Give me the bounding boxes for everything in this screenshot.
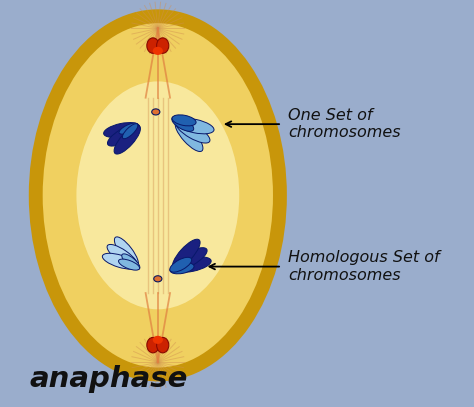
Ellipse shape bbox=[175, 121, 203, 151]
Ellipse shape bbox=[147, 38, 159, 53]
Ellipse shape bbox=[173, 239, 200, 269]
Ellipse shape bbox=[122, 254, 140, 269]
Ellipse shape bbox=[118, 259, 140, 270]
Ellipse shape bbox=[156, 38, 169, 53]
Ellipse shape bbox=[114, 237, 138, 267]
Ellipse shape bbox=[173, 257, 211, 272]
Ellipse shape bbox=[147, 337, 159, 353]
Text: Homologous Set of
chromosomes: Homologous Set of chromosomes bbox=[288, 250, 440, 283]
Ellipse shape bbox=[156, 337, 169, 353]
Ellipse shape bbox=[122, 124, 138, 139]
Ellipse shape bbox=[104, 123, 139, 138]
Ellipse shape bbox=[176, 118, 214, 134]
Ellipse shape bbox=[170, 257, 191, 272]
Text: One Set of
chromosomes: One Set of chromosomes bbox=[288, 108, 401, 140]
Ellipse shape bbox=[102, 253, 137, 269]
Ellipse shape bbox=[153, 336, 163, 344]
Ellipse shape bbox=[152, 109, 160, 115]
Ellipse shape bbox=[176, 120, 210, 143]
Ellipse shape bbox=[154, 276, 162, 282]
Text: anaphase: anaphase bbox=[30, 365, 188, 393]
Ellipse shape bbox=[36, 16, 280, 374]
Ellipse shape bbox=[173, 248, 207, 270]
Ellipse shape bbox=[170, 263, 194, 274]
Ellipse shape bbox=[114, 125, 140, 154]
Ellipse shape bbox=[172, 115, 196, 126]
Ellipse shape bbox=[172, 116, 194, 131]
Ellipse shape bbox=[108, 125, 140, 146]
Ellipse shape bbox=[119, 123, 137, 134]
Ellipse shape bbox=[153, 47, 163, 55]
Ellipse shape bbox=[76, 81, 239, 309]
Ellipse shape bbox=[107, 245, 138, 268]
